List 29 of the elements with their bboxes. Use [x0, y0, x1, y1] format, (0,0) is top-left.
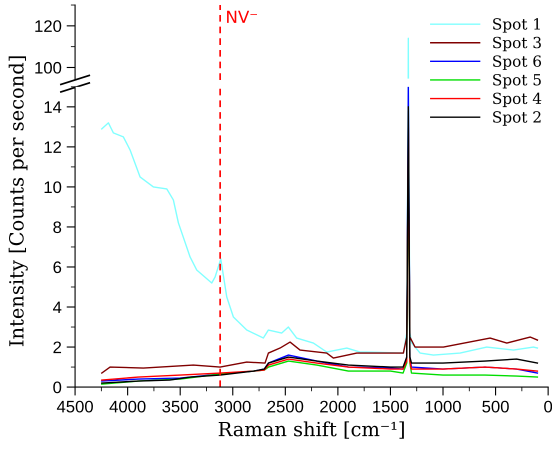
x-tick-label: 3000	[214, 400, 251, 413]
x-tick-label: 2500	[268, 400, 304, 413]
y-tick-label: 120	[35, 20, 62, 32]
x-tick-label: 1500	[373, 400, 408, 413]
x-tick-label: 1000	[426, 400, 461, 413]
legend-label: Spot 3	[493, 36, 541, 52]
legend-label: Spot 2	[493, 111, 541, 126]
y-tick-label: 4	[52, 302, 62, 314]
x-tick-label: 2000	[320, 400, 356, 413]
y-tick-label: 12	[44, 141, 62, 153]
y-axis-title: Intensity [Counts per second]	[8, 56, 28, 346]
ref-line-label: NV⁻	[227, 10, 257, 23]
legend-label: Spot 5	[493, 74, 541, 88]
legend-label: Spot 1	[493, 18, 540, 33]
y-tick-label: 100	[35, 62, 62, 74]
x-tick-label: 0	[544, 400, 552, 413]
x-tick-label: 500	[482, 400, 509, 413]
y-tick-label: 6	[53, 261, 62, 274]
x-tick-label: 3500	[162, 400, 198, 413]
y-tick-label: 14	[44, 101, 62, 113]
x-tick-label: 4000	[109, 400, 146, 413]
y-tick-label: 8	[53, 221, 62, 234]
y-tick-label: 2	[53, 341, 62, 354]
y-tick-label: 10	[44, 181, 62, 194]
y-tick-label: 0	[53, 381, 62, 394]
x-tick-label: 4500	[56, 400, 93, 413]
legend-label: Spot 6	[493, 55, 542, 70]
legend-label: Spot 4	[493, 92, 542, 108]
x-axis-title: Raman shift [cm⁻¹]	[218, 421, 404, 439]
